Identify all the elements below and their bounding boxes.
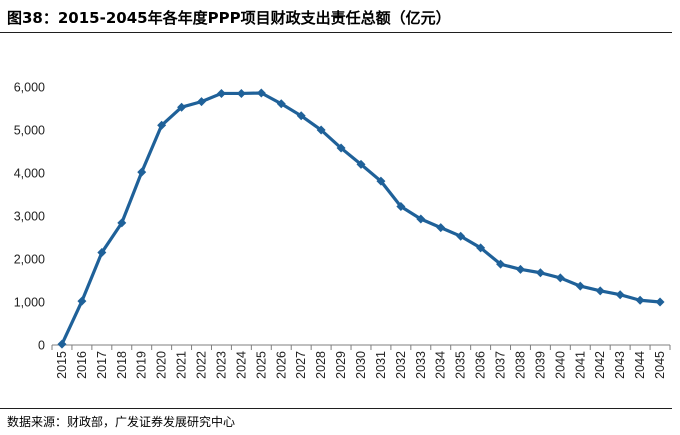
data-point <box>515 264 525 274</box>
series-layer <box>57 88 665 349</box>
data-point <box>276 99 286 109</box>
x-tick-label: 2040 <box>553 351 567 379</box>
x-tick-label: 2035 <box>454 351 468 379</box>
x-tick-label: 2045 <box>653 351 667 379</box>
x-tick-label: 2033 <box>414 351 428 379</box>
data-point <box>416 214 426 224</box>
data-point <box>296 111 306 121</box>
source-rule <box>0 408 672 409</box>
x-tick-label: 2041 <box>573 351 587 379</box>
data-point <box>256 88 266 98</box>
source-note: 数据来源：财政部，广发证券发展研究中心 <box>7 415 236 429</box>
x-tick-label: 2029 <box>334 351 348 379</box>
data-point <box>476 243 486 253</box>
y-tick-label: 0 <box>38 339 45 353</box>
y-tick-label: 2,000 <box>14 253 45 267</box>
x-tick-label: 2023 <box>214 351 228 379</box>
data-point <box>336 143 346 153</box>
data-point <box>436 223 446 233</box>
data-point <box>157 120 167 130</box>
data-point <box>356 159 366 169</box>
x-tick-label: 2044 <box>633 351 647 379</box>
data-point <box>97 248 107 258</box>
x-tick-label: 2038 <box>513 351 527 379</box>
x-tick-label: 2016 <box>75 351 89 379</box>
data-point <box>456 231 466 241</box>
x-tick-label: 2026 <box>274 351 288 379</box>
data-point <box>77 296 87 306</box>
chart-title: 图38：2015-2045年各年度PPP项目财政支出责任总额（亿元） <box>7 9 451 27</box>
x-tick-label: 2020 <box>155 351 169 379</box>
x-tick-label: 2031 <box>374 351 388 379</box>
x-tick-label: 2025 <box>254 351 268 379</box>
y-tick-label: 4,000 <box>14 167 45 181</box>
x-axis: 2015 2016 2017 2018 2019 2020 2021 2022 2023 2024… <box>51 344 671 379</box>
x-tick-label: 2034 <box>434 351 448 379</box>
x-tick-label: 2027 <box>294 351 308 379</box>
title-rule <box>0 32 672 33</box>
x-tick-label: 2015 <box>55 351 69 379</box>
data-point <box>396 202 406 212</box>
data-point <box>316 125 326 135</box>
data-point <box>117 218 127 228</box>
x-tick-label: 2022 <box>195 351 209 379</box>
x-tick-label: 2019 <box>135 351 149 379</box>
data-point <box>575 281 585 291</box>
x-tick-label: 2043 <box>613 351 627 379</box>
data-point <box>197 97 207 107</box>
x-tick-label: 2030 <box>354 351 368 379</box>
x-tick-label: 2028 <box>314 351 328 379</box>
x-tick-label: 2039 <box>533 351 547 379</box>
data-point <box>496 259 506 269</box>
x-tick-label: 2021 <box>175 351 189 379</box>
x-tick-label: 2032 <box>394 351 408 379</box>
line-chart: 0 1,000 2,000 3,000 4,000 5,000 6,000 2015 2016… <box>14 81 671 379</box>
y-tick-label: 3,000 <box>14 210 45 224</box>
data-point <box>57 339 67 349</box>
data-point <box>376 176 386 186</box>
y-tick-label: 5,000 <box>14 124 45 138</box>
data-point <box>137 167 147 177</box>
x-tick-label: 2024 <box>234 351 248 379</box>
y-tick-label: 6,000 <box>14 81 45 95</box>
x-tick-label: 2037 <box>494 351 508 379</box>
data-point <box>216 88 226 98</box>
x-tick-label: 2042 <box>593 351 607 379</box>
data-point <box>615 290 625 300</box>
data-point <box>635 295 645 305</box>
data-point <box>655 297 665 307</box>
data-point <box>236 88 246 98</box>
x-tick-label: 2018 <box>115 351 129 379</box>
data-point <box>595 286 605 296</box>
y-tick-label: 1,000 <box>14 296 45 310</box>
data-point <box>535 268 545 278</box>
y-axis: 0 1,000 2,000 3,000 4,000 5,000 6,000 <box>14 81 45 353</box>
x-tick-label: 2036 <box>474 351 488 379</box>
x-tick-label: 2017 <box>95 351 109 379</box>
data-point <box>555 273 565 283</box>
data-point <box>177 102 187 112</box>
series-line <box>60 91 661 345</box>
